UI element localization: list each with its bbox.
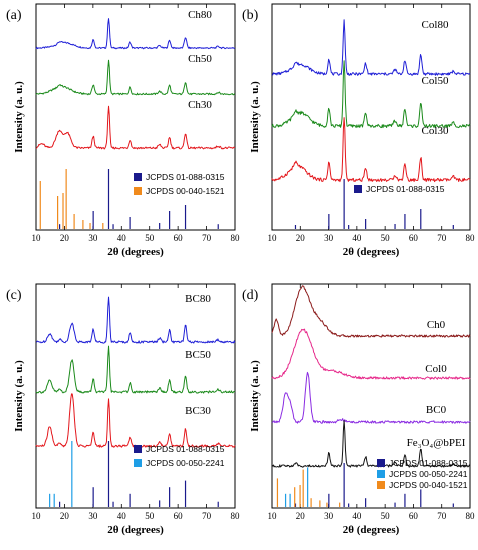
xrd-trace-ch50 <box>35 59 236 96</box>
x-tick-label: 30 <box>324 233 334 243</box>
x-tick-label: 30 <box>324 511 334 521</box>
xrd-trace-bc30 <box>35 393 236 448</box>
x-tick-label: 70 <box>437 511 447 521</box>
x-tick-label: 10 <box>32 233 42 243</box>
legend-label: JCPDS 00-050-2241 <box>389 469 468 479</box>
x-tick-label: 40 <box>352 233 362 243</box>
xrd-trace-ch80 <box>35 18 236 50</box>
xrd-trace-col30 <box>271 117 471 183</box>
y-axis-title: Intensity (a. u.) <box>249 81 261 153</box>
x-tick-label: 60 <box>409 233 419 243</box>
x-tick-label: 20 <box>296 511 306 521</box>
legend-swatch <box>134 459 142 467</box>
series-label: Col80 <box>422 19 449 31</box>
x-tick-label: 10 <box>32 511 42 521</box>
legend-swatch <box>134 187 142 195</box>
x-tick-label: 60 <box>409 511 419 521</box>
series-label: BC50 <box>185 349 211 361</box>
x-tick-label: 50 <box>381 511 391 521</box>
plot-frame <box>35 3 236 231</box>
x-tick-label: 70 <box>437 233 447 243</box>
x-tick-label: 50 <box>145 511 155 521</box>
series-label: BC0 <box>426 404 447 416</box>
xrd-trace-bc80 <box>36 296 236 344</box>
x-tick-label: 30 <box>88 511 98 521</box>
legend-label: JCPDS 00-040-1521 <box>146 186 225 196</box>
legend-swatch <box>354 185 362 193</box>
legend-swatch <box>134 173 142 181</box>
x-axis-title: 2θ (degrees) <box>107 246 164 258</box>
legend-swatch <box>377 470 385 478</box>
series-label: Col30 <box>422 125 449 137</box>
legend-label: JCPDS 01-088-0315 <box>146 444 225 454</box>
xrd-trace-col80 <box>272 19 471 76</box>
legend-label: JCPDS 01-088-0315 <box>389 458 468 468</box>
x-tick-label: 50 <box>381 233 391 243</box>
series-label: Col50 <box>422 75 449 87</box>
series-label: Ch0 <box>427 319 446 331</box>
x-tick-label: 80 <box>466 511 476 521</box>
series-label: Ch50 <box>188 53 212 65</box>
x-tick-label: 50 <box>145 233 155 243</box>
legend-label: JCPDS 01-088-0315 <box>146 172 225 182</box>
panel-label: (b) <box>242 8 259 23</box>
xrd-trace-bc0 <box>271 371 471 424</box>
x-tick-label: 40 <box>117 511 127 521</box>
x-tick-label: 80 <box>466 233 476 243</box>
plot-frame <box>35 283 236 509</box>
x-tick-label: 60 <box>174 511 184 521</box>
series-label: Ch30 <box>188 99 212 111</box>
legend-label: JCPDS 00-040-1521 <box>389 480 468 490</box>
legend-label: JCPDS 01-088-0315 <box>366 184 445 194</box>
xrd-panel-d: 10 20 30 40 50 60 70 80 2θ (degrees) Intensity (a… <box>242 283 476 536</box>
x-tick-label: 10 <box>268 233 278 243</box>
series-label: Col0 <box>425 363 447 375</box>
xrd-trace-bc50 <box>35 345 236 394</box>
x-tick-label: 10 <box>268 511 278 521</box>
x-tick-label: 70 <box>202 511 212 521</box>
x-axis-title: 2θ (degrees) <box>343 246 400 258</box>
series-label: BC30 <box>185 405 211 417</box>
x-tick-label: 80 <box>231 233 241 243</box>
legend-label: JCPDS 00-050-2241 <box>146 458 225 468</box>
series-label: Ch80 <box>188 9 212 21</box>
panel-label: (d) <box>242 288 259 303</box>
plot-frame <box>271 283 471 509</box>
x-tick-label: 40 <box>352 511 362 521</box>
x-tick-label: 20 <box>60 511 70 521</box>
series-label: BC80 <box>185 293 211 305</box>
x-tick-label: 20 <box>296 233 306 243</box>
x-tick-label: 70 <box>202 233 212 243</box>
x-tick-label: 20 <box>60 233 70 243</box>
legend-swatch <box>134 445 142 453</box>
y-axis-title: Intensity (a. u.) <box>13 360 25 432</box>
xrd-trace-ch30 <box>35 105 236 150</box>
y-axis-title: Intensity (a. u.) <box>249 360 261 432</box>
panel-label: (c) <box>6 288 22 303</box>
plot-frame <box>271 3 471 231</box>
series-label: Fe₃O₄@bPEI <box>407 437 466 449</box>
legend-swatch <box>377 481 385 489</box>
x-tick-label: 40 <box>117 233 127 243</box>
xrd-trace-feobpei <box>271 420 471 468</box>
x-tick-label: 80 <box>231 511 241 521</box>
panel-label: (a) <box>6 8 22 23</box>
x-axis-title: 2θ (degrees) <box>107 524 164 536</box>
x-tick-label: 30 <box>88 233 98 243</box>
xrd-panel-b: 10 20 30 40 50 60 70 80 2θ (degrees) Intensity (a… <box>242 3 476 258</box>
xrd-trace-ch0 <box>271 285 471 338</box>
xrd-panel-a: 10 20 30 40 50 60 70 80 2θ (degrees) Intensity (a… <box>6 3 241 258</box>
x-axis-title: 2θ (degrees) <box>343 524 400 536</box>
xrd-trace-col50 <box>271 60 471 129</box>
xrd-panel-c: 10 20 30 40 50 60 70 80 2θ (degrees) Intensity (a… <box>6 283 241 536</box>
x-tick-label: 60 <box>174 233 184 243</box>
xrd-trace-col0 <box>271 328 471 380</box>
legend-swatch <box>377 459 385 467</box>
y-axis-title: Intensity (a. u.) <box>13 81 25 153</box>
